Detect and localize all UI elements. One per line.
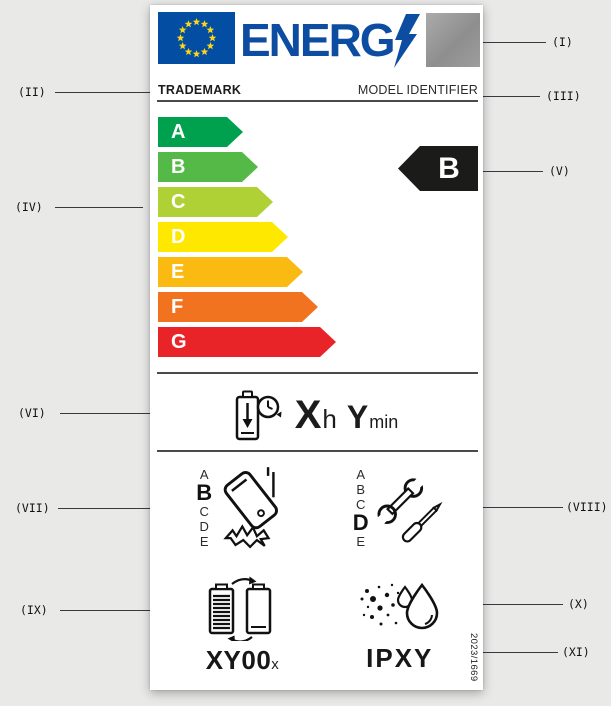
- class-letter: E: [171, 260, 185, 283]
- feature-grid: A B C D E: [150, 455, 483, 689]
- free-fall-cell: A B C D E: [150, 455, 317, 561]
- class-letter: A: [171, 120, 186, 143]
- minutes-unit: min: [369, 411, 399, 432]
- callout-label-I: (I): [552, 35, 573, 49]
- section-divider-1: [157, 372, 478, 374]
- callout-label-IV: (IV): [15, 200, 43, 214]
- class-letter: F: [171, 295, 184, 318]
- regulation-number: 2023/1669: [468, 633, 479, 682]
- callout-label-X: (X): [568, 597, 589, 611]
- callout-label-VII: (VII): [15, 501, 50, 515]
- class-letter: C: [171, 190, 186, 213]
- endurance-value: Xh Ymin: [295, 393, 399, 438]
- callout-label-IX: (IX): [20, 603, 48, 617]
- repair-tools-icon: [375, 476, 443, 543]
- free-fall-option: A: [199, 467, 209, 482]
- cycles-number: XY00: [205, 644, 272, 675]
- header-divider: [157, 100, 478, 102]
- ip-rating-cell: IPXY: [317, 561, 484, 689]
- callout-line-9: [60, 610, 196, 611]
- repairability-option: B: [356, 482, 366, 497]
- free-fall-class-list: A B C D E: [196, 467, 212, 549]
- hours-value: X: [294, 392, 322, 437]
- qr-code-placeholder: [426, 13, 480, 67]
- repairability-option: E: [356, 534, 366, 549]
- eu-flag-icon: [158, 12, 235, 64]
- cycles-unit: x: [271, 655, 279, 673]
- rating-letter: B: [438, 151, 460, 185]
- callout-line-10: [437, 604, 563, 605]
- class-letter: G: [171, 330, 187, 353]
- class-arrow-b: B: [158, 152, 258, 182]
- callout-line-3: [478, 96, 540, 97]
- class-arrow-a: A: [158, 117, 243, 147]
- class-arrow-e: E: [158, 257, 303, 287]
- free-fall-option: E: [199, 534, 209, 549]
- section-divider-2: [157, 450, 478, 452]
- repairability-option: C: [356, 497, 366, 512]
- callout-label-XI: (XI): [562, 645, 590, 659]
- callout-line-5: [457, 171, 543, 172]
- callout-label-II: (II): [18, 85, 46, 99]
- callout-line-6: [60, 413, 235, 414]
- callout-label-V: (V): [549, 164, 570, 178]
- free-fall-option: D: [199, 519, 209, 534]
- lightning-bolt-icon: [394, 14, 420, 68]
- class-arrow-g: G: [158, 327, 336, 357]
- class-arrow-d: D: [158, 222, 288, 252]
- minutes-value: Y: [346, 398, 369, 435]
- callout-line-1: [480, 42, 546, 43]
- repairability-class-list: A B C D E: [353, 467, 369, 549]
- class-arrow-c: C: [158, 187, 273, 217]
- callout-label-VI: (VI): [18, 406, 46, 420]
- repairability-cell: A B C D E: [317, 455, 484, 561]
- battery-endurance-icon: [235, 390, 282, 441]
- battery-endurance-row: Xh Ymin: [150, 383, 483, 447]
- class-arrow-f: F: [158, 292, 318, 322]
- callout-line-7: [58, 508, 186, 509]
- repairability-option: A: [356, 467, 366, 482]
- energy-class-scale: A B C D E F G: [158, 117, 336, 362]
- callout-label-III: (III): [546, 89, 581, 103]
- energ-logo-text: ENERG: [240, 14, 396, 66]
- model-identifier-text: MODEL IDENTIFIER: [357, 83, 478, 97]
- repairability-selected: D: [352, 510, 369, 535]
- class-letter: B: [171, 155, 186, 178]
- rating-indicator-arrow: B: [398, 146, 478, 191]
- battery-cycles-cell: XY00x: [150, 561, 317, 689]
- trademark-text: TRADEMARK: [158, 83, 242, 97]
- callout-line-11: [478, 652, 558, 653]
- callout-line-4: [55, 207, 143, 208]
- free-fall-option: C: [199, 504, 209, 519]
- callout-line-8: [453, 507, 563, 508]
- falling-phone-icon: [223, 467, 279, 549]
- free-fall-selected: B: [196, 480, 213, 505]
- dust-water-icon: [360, 582, 439, 629]
- battery-cycles-value: XY00x: [206, 645, 279, 676]
- hours-unit: h: [322, 403, 337, 434]
- class-letter: D: [171, 225, 186, 248]
- callout-line-2: [55, 92, 152, 93]
- energy-label-card: ENERG TRADEMARK MODEL IDENTIFIER A B C D…: [150, 5, 483, 690]
- callout-label-VIII: (VIII): [566, 500, 608, 514]
- ip-rating-value: IPXY: [366, 642, 434, 673]
- battery-cycles-icon: [208, 576, 272, 641]
